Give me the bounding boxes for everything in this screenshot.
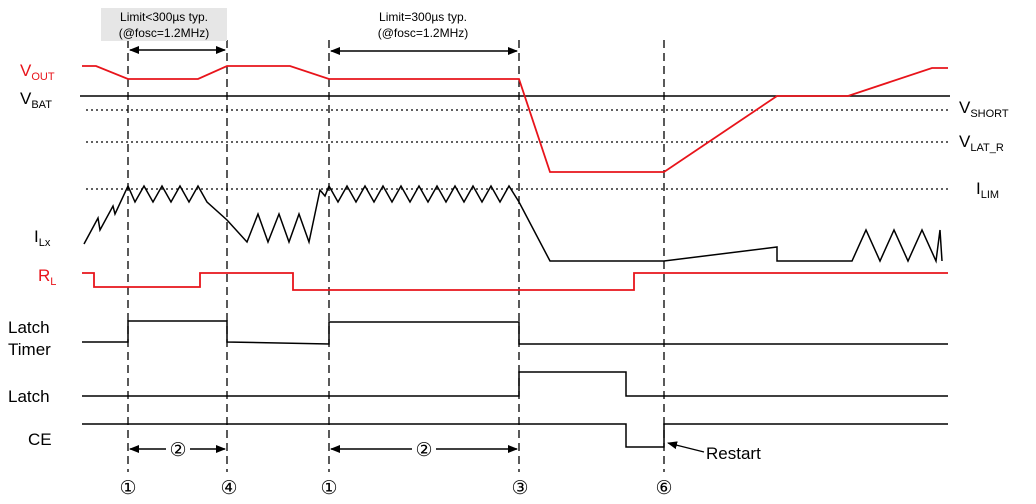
restart-label: Restart — [706, 444, 761, 463]
vshort-label: VSHORT — [959, 98, 1009, 120]
ce-label: CE — [28, 430, 52, 449]
event-marker-1: ① — [119, 477, 136, 499]
limit-left-note-line1: Limit<300µs typ. — [120, 10, 208, 24]
event-marker-4: ④ — [220, 477, 237, 499]
threshold-lines — [86, 109, 950, 190]
limit-left-note-bg — [101, 8, 227, 41]
vbat-label: VBAT — [20, 89, 52, 111]
vout-label: VOUT — [20, 61, 55, 83]
restart-arrow — [667, 441, 705, 453]
ce-waveform — [82, 423, 948, 448]
latch-timer-waveform — [82, 320, 948, 345]
limit-right-note-line2: (@fosc=1.2MHz) — [378, 26, 469, 40]
rl-waveform — [82, 272, 948, 291]
ilx-waveform — [83, 184, 943, 264]
latch-timer-label-line2: Timer — [8, 340, 51, 359]
latch-label: Latch — [8, 387, 50, 406]
event-marker-3: ③ — [511, 477, 528, 499]
event-marker-1b: ① — [320, 477, 337, 499]
event-lines — [127, 40, 665, 472]
limit-right-note-line1: Limit=300µs typ. — [379, 10, 467, 24]
vout-waveform — [82, 65, 948, 173]
ilim-label: ILIM — [976, 179, 999, 201]
rl-label: RL — [38, 266, 56, 288]
vlat-r-label: VLAT_R — [959, 132, 1004, 154]
interval-left-label: ② — [169, 439, 186, 461]
latch-timer-label-line1: Latch — [8, 318, 50, 337]
event-marker-6: ⑥ — [655, 477, 672, 499]
interval-right-label: ② — [415, 439, 432, 461]
ilx-label: ILx — [34, 227, 51, 249]
latch-waveform — [82, 371, 948, 397]
limit-left-note-line2: (@fosc=1.2MHz) — [119, 26, 210, 40]
